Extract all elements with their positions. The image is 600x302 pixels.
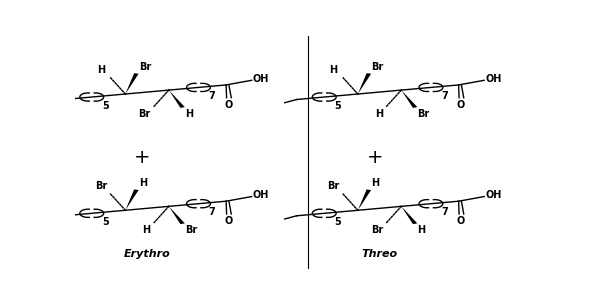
Text: H: H xyxy=(143,225,151,235)
Text: H: H xyxy=(418,225,425,235)
Text: 5: 5 xyxy=(334,101,341,111)
Text: Br: Br xyxy=(371,225,383,235)
Text: OH: OH xyxy=(253,74,269,84)
Text: H: H xyxy=(139,178,147,188)
Text: OH: OH xyxy=(253,190,269,201)
Polygon shape xyxy=(169,90,185,108)
Text: H: H xyxy=(185,109,193,119)
Text: H: H xyxy=(375,109,383,119)
Text: 7: 7 xyxy=(209,91,215,101)
Text: 5: 5 xyxy=(334,217,341,227)
Polygon shape xyxy=(169,206,185,224)
Text: 7: 7 xyxy=(441,207,448,217)
Text: Threo: Threo xyxy=(362,249,398,259)
Polygon shape xyxy=(401,90,418,108)
Polygon shape xyxy=(358,189,371,210)
Polygon shape xyxy=(125,73,139,94)
Text: Br: Br xyxy=(328,181,340,191)
Text: OH: OH xyxy=(485,190,502,201)
Text: 5: 5 xyxy=(102,217,109,227)
Text: Br: Br xyxy=(139,109,151,119)
Text: Br: Br xyxy=(139,62,151,72)
Text: O: O xyxy=(457,216,465,226)
Text: OH: OH xyxy=(485,74,502,84)
Text: 5: 5 xyxy=(102,101,109,111)
Polygon shape xyxy=(401,206,418,224)
Polygon shape xyxy=(358,73,371,94)
Text: O: O xyxy=(457,100,465,110)
Text: O: O xyxy=(224,216,233,226)
Text: Br: Br xyxy=(95,181,107,191)
Text: Br: Br xyxy=(371,62,383,72)
Polygon shape xyxy=(125,189,139,210)
Text: 7: 7 xyxy=(209,207,215,217)
Text: Br: Br xyxy=(418,109,430,119)
Text: +: + xyxy=(367,148,383,167)
Text: H: H xyxy=(329,65,337,75)
Text: Br: Br xyxy=(185,225,197,235)
Text: H: H xyxy=(371,178,379,188)
Text: Erythro: Erythro xyxy=(124,249,170,259)
Text: O: O xyxy=(224,100,233,110)
Text: 7: 7 xyxy=(441,91,448,101)
Text: H: H xyxy=(97,65,105,75)
Text: +: + xyxy=(134,148,151,167)
